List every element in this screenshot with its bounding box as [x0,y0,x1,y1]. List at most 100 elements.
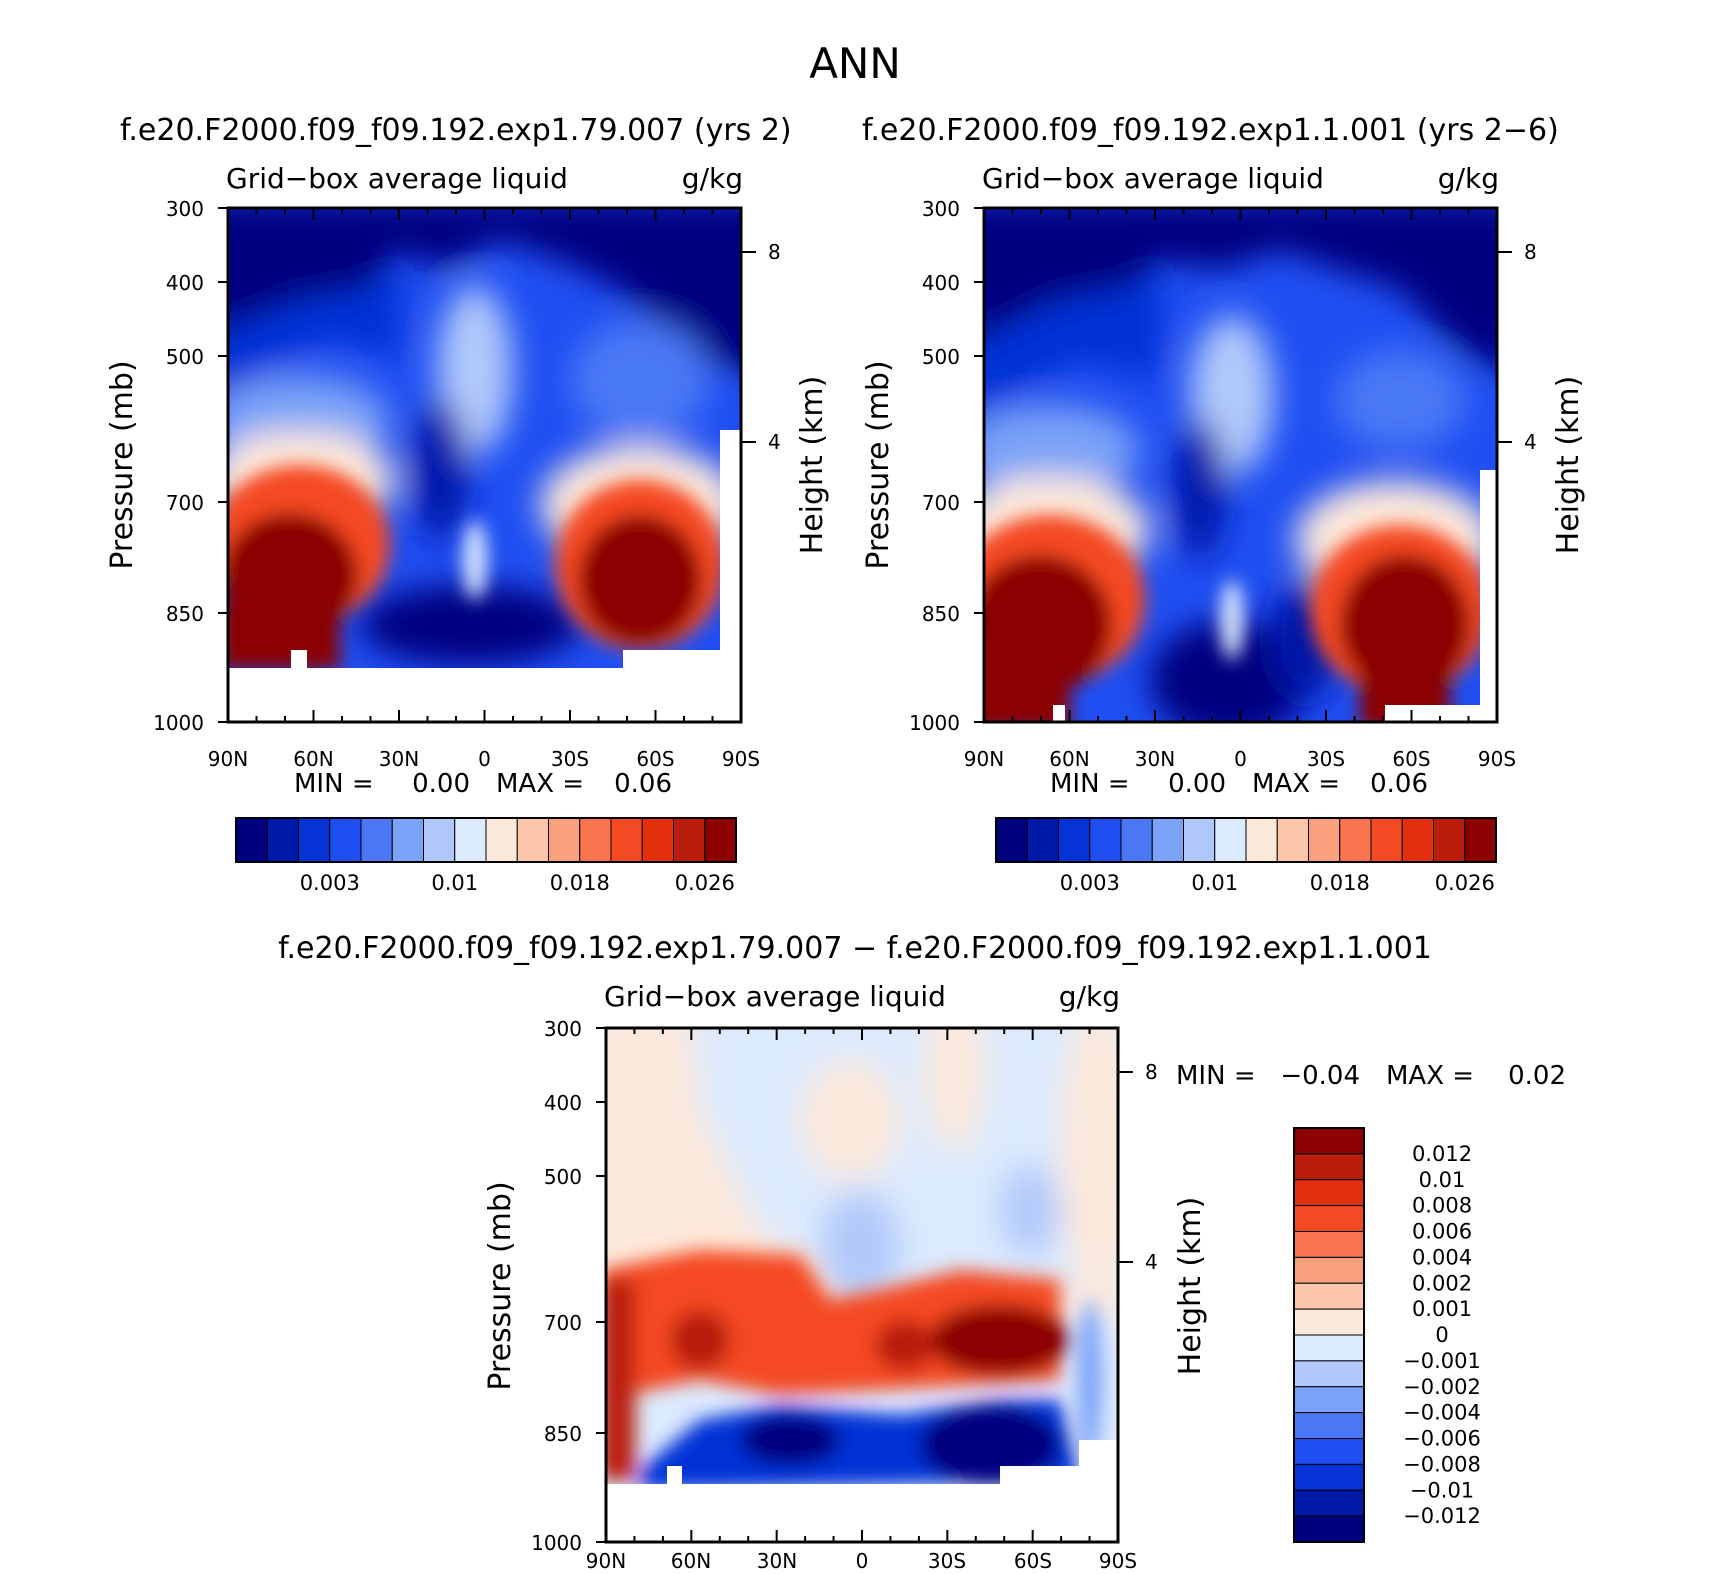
panel-2-x-tick-labels: 90N 60N 30N 0 30S 60S 90S [964,747,1516,771]
panel-1-field [228,208,741,722]
colorbar-label: 0.026 [675,871,735,895]
y-tick-label: 700 [922,491,960,515]
panel-3-minmax: MIN = −0.04 MAX = 0.02 [1176,1061,1566,1091]
panel-3-units: g/kg [1059,980,1120,1013]
axis-ticks [218,207,742,723]
panel-2-y2label: Height (km) [1551,376,1586,555]
colorbar-swatch [1308,817,1341,863]
y-tick-label: 850 [922,602,960,626]
colorbar-swatch [704,817,737,863]
panel-3: f.e20.F2000.f09_f09.192.exp1.79.007 − f.… [278,931,1566,1573]
max-value: 0.06 [614,769,672,799]
panel-1-variable: Grid−box average liquid [226,162,568,195]
min-value: −0.04 [1280,1061,1360,1091]
colorbar-swatch [1293,1489,1365,1517]
colorbar-label: −0.012 [1403,1504,1481,1528]
x-tick-label: 30N [379,747,419,771]
colorbar-swatch [1214,817,1247,863]
panel-1: f.e20.F2000.f09_f09.192.exp1.79.007 (yrs… [105,113,830,799]
colorbar-label: 0.01 [1191,871,1238,895]
colorbar-label: 0.003 [1060,871,1120,895]
colorbar-label: 0.018 [550,871,610,895]
max-value: 0.02 [1508,1061,1566,1091]
colorbar-swatch [1401,817,1434,863]
panel-2-variable: Grid−box average liquid [982,162,1324,195]
panel-2-minmax: MIN = 0.00 MAX = 0.06 [1050,769,1428,799]
colorbar-swatch [610,817,643,863]
colorbar-swatch [1293,1463,1365,1491]
panel-1-units: g/kg [682,162,743,195]
panel-1-colorbar: 0.003 0.01 0.018 0.026 [235,817,737,895]
panel-3-y2label: Height (km) [1173,1197,1208,1376]
colorbar-swatch [673,817,706,863]
y2-tick-label: 4 [768,430,781,454]
colorbar-swatch [266,817,299,863]
panel-1-ylabel: Pressure (mb) [105,360,140,569]
page-title: ANN [809,39,901,88]
max-value: 0.06 [1370,769,1428,799]
panel-3-case-title: f.e20.F2000.f09_f09.192.exp1.79.007 − f.… [278,931,1432,966]
panel-1-y2label: Height (km) [795,376,830,555]
colorbar-label: 0.012 [1412,1142,1472,1166]
panel-3-variable: Grid−box average liquid [604,980,946,1013]
colorbar-label: 0.003 [300,871,360,895]
colorbar-swatch [1293,1282,1365,1310]
colorbar-label: 0.004 [1412,1245,1472,1269]
colorbar-label: −0.001 [1403,1349,1481,1373]
colorbar-label: 0.01 [431,871,478,895]
colorbar-label: 0 [1435,1323,1448,1347]
colorbar-swatch [579,817,612,863]
x-tick-label: 0 [856,1549,869,1573]
colorbar-swatch [1339,817,1372,863]
y-tick-label: 700 [166,491,204,515]
panel-1-x-tick-labels: 90N 60N 30N 0 30S 60S 90S [208,747,760,771]
x-tick-label: 90S [1478,747,1516,771]
panel-2-y-tick-labels: 300 400 500 700 850 1000 [909,197,960,735]
colorbar-swatch [391,817,424,863]
colorbar-swatch [1151,817,1184,863]
panel-2-case-title: f.e20.F2000.f09_f09.192.exp1.1.001 (yrs … [862,113,1559,148]
colorbar-swatch [235,817,268,863]
panel-1-minmax: MIN = 0.00 MAX = 0.06 [294,769,672,799]
y-tick-label: 300 [166,197,204,221]
axis-ticks [974,207,1498,723]
colorbar-swatch [1464,817,1497,863]
colorbar-swatch [1245,817,1278,863]
y-tick-label: 500 [166,345,204,369]
colorbar-swatch [329,817,362,863]
colorbar-swatch [1293,1386,1365,1414]
colorbar-label: −0.002 [1403,1375,1481,1399]
min-label: MIN = [1050,769,1130,799]
colorbar-label: 0.026 [1435,871,1495,895]
min-label: MIN = [294,769,374,799]
colorbar-swatch [1183,817,1216,863]
colorbar-swatch [1026,817,1059,863]
y-tick-label: 500 [544,1165,582,1189]
colorbar-swatch [1293,1412,1365,1439]
colorbar-swatch [454,817,487,863]
y-tick-label: 1000 [909,711,960,735]
y-tick-label: 400 [544,1091,582,1115]
colorbar-swatch [1370,817,1403,863]
colorbar-swatch [1293,1515,1365,1543]
colorbar-label: −0.01 [1410,1478,1474,1502]
colorbar-label: 0.006 [1412,1220,1472,1244]
x-tick-label: 30S [1307,747,1345,771]
colorbar-swatch [516,817,549,863]
max-label: MAX = [496,769,584,799]
colorbar-swatch [548,817,581,863]
x-tick-label: 0 [478,747,491,771]
colorbar-frame [995,817,1497,863]
y-tick-label: 1000 [531,1531,582,1555]
colorbar-swatch [1293,1153,1365,1181]
colorbar-swatch [1058,817,1091,863]
panel-1-case-title: f.e20.F2000.f09_f09.192.exp1.79.007 (yrs… [120,113,792,148]
colorbar-swatch [1089,817,1122,863]
colorbar-swatch [1293,1438,1365,1465]
y2-tick-label: 8 [1145,1060,1158,1084]
colorbar-frame [1293,1127,1365,1543]
colorbar-label: −0.008 [1403,1452,1481,1476]
colorbar-swatch [298,817,331,863]
panel-3-y-tick-labels: 300 400 500 700 850 1000 [531,1017,582,1555]
